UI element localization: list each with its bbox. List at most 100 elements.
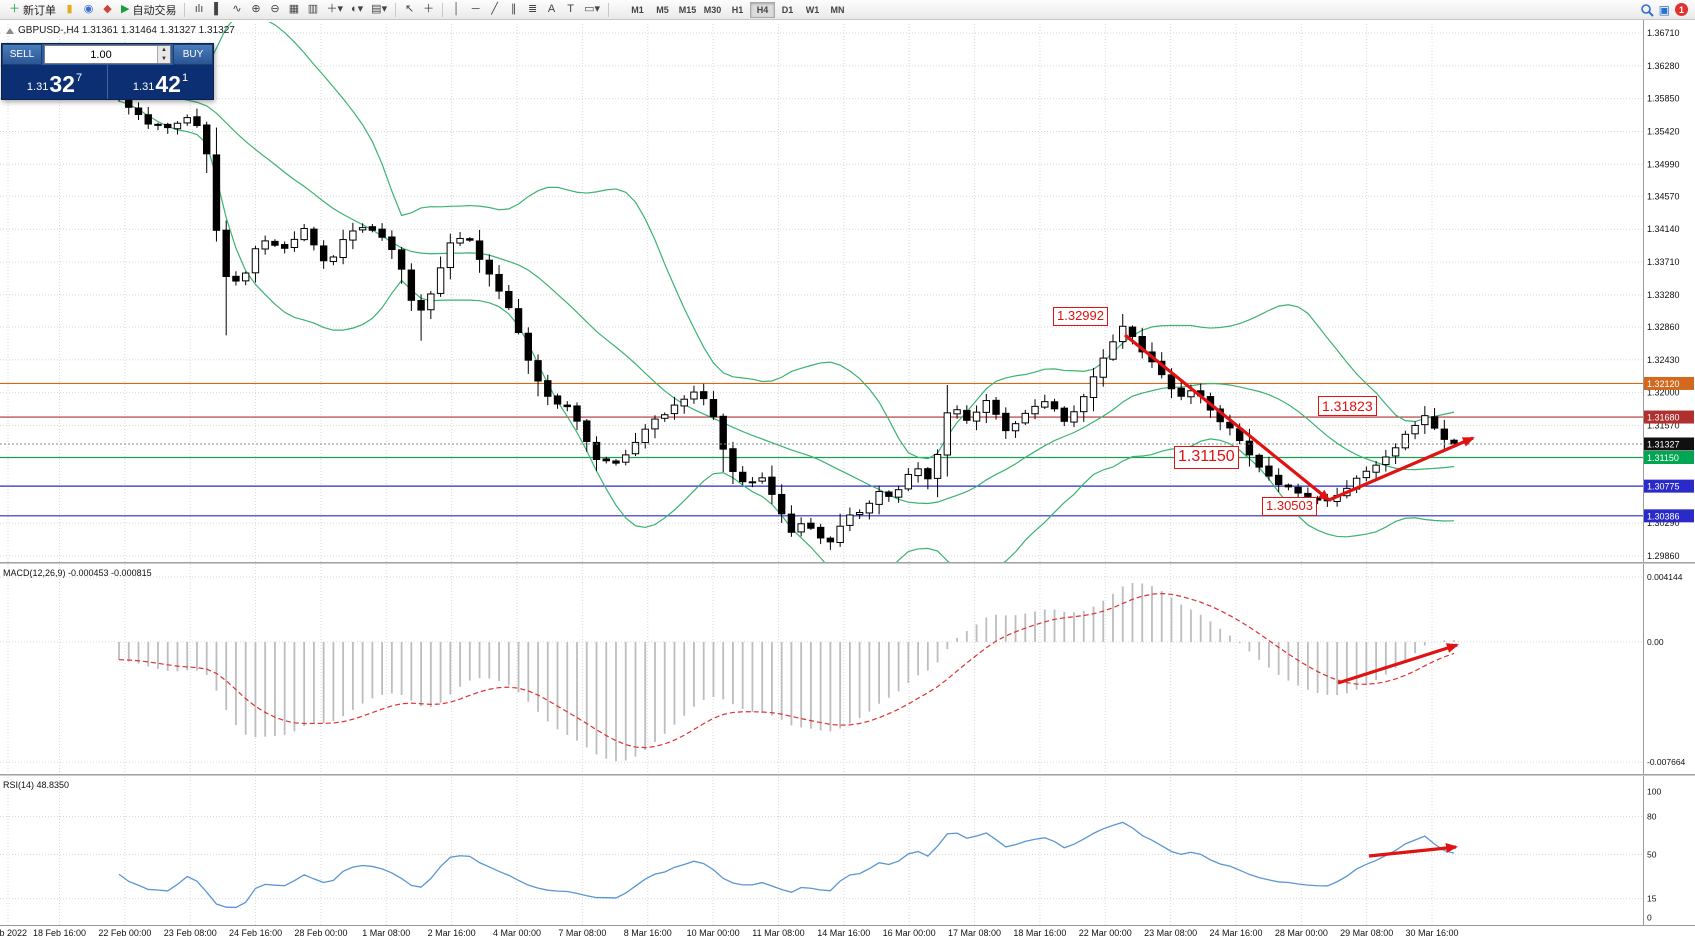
horizontal-levels[interactable] bbox=[0, 382, 1643, 517]
crosshair-icon[interactable]: ＋ bbox=[419, 1, 438, 18]
news-icon[interactable]: ◆ bbox=[98, 1, 117, 18]
main-toolbar: ＋新订单 ▮ ◉ ◆ ▶ 自动交易 ılı ▌ ∿ ⊕ ⊖ ▦ ▥ ＋▾ ◐▾ ▤▾ ↖ ＋ │ ─ ╱ ∥ ≣ A T ▭▾ M… bbox=[0, 0, 1695, 20]
timeframe-m15[interactable]: M15 bbox=[678, 4, 697, 15]
shapes-icon: ▭▾ bbox=[584, 3, 601, 15]
price-annotation[interactable]: 1.32992 bbox=[1053, 307, 1108, 326]
trend-arrow[interactable] bbox=[1368, 843, 1458, 858]
sell-price[interactable]: 1.31 32 7 bbox=[2, 65, 107, 99]
new-order-button[interactable]: ＋新订单 bbox=[5, 1, 60, 18]
tile-windows-icon: ▦ bbox=[288, 3, 300, 15]
timeframe-w1[interactable]: W1 bbox=[805, 4, 820, 15]
community-icon[interactable]: ▣ bbox=[1658, 2, 1670, 17]
channel-icon[interactable]: ∥ bbox=[504, 1, 523, 18]
svg-text:23 Mar 08:00: 23 Mar 08:00 bbox=[1144, 928, 1197, 938]
svg-text:1 Mar 08:00: 1 Mar 08:00 bbox=[362, 928, 410, 938]
svg-text:1.35850: 1.35850 bbox=[1647, 94, 1680, 104]
new-order-button-label: 新订单 bbox=[23, 4, 56, 17]
toolbar-separator bbox=[608, 2, 610, 17]
timeframe-mn[interactable]: MN bbox=[830, 4, 845, 15]
new-order-icon: ＋ bbox=[9, 3, 20, 15]
svg-text:1.34140: 1.34140 bbox=[1647, 224, 1680, 234]
profile-icon: ◉ bbox=[83, 3, 94, 15]
templates-dropdown[interactable]: ▤▾ bbox=[367, 1, 391, 18]
text-icon: A bbox=[547, 3, 556, 15]
trend-arrow[interactable] bbox=[1123, 333, 1331, 502]
volume-field[interactable]: 1.00 ▲ ▼ bbox=[44, 45, 171, 64]
tile-windows-icon[interactable]: ▦ bbox=[284, 1, 303, 18]
shapes-dropdown[interactable]: ▭▾ bbox=[580, 1, 604, 18]
deposit-icon[interactable]: ▮ bbox=[60, 1, 79, 18]
svg-text:18 Feb 16:00: 18 Feb 16:00 bbox=[33, 928, 86, 938]
svg-text:18 Mar 16:00: 18 Mar 16:00 bbox=[1013, 928, 1066, 938]
text-icon[interactable]: A bbox=[542, 1, 561, 18]
svg-text:1.29860: 1.29860 bbox=[1647, 551, 1680, 561]
one-click-panel-toggle-icon[interactable] bbox=[6, 28, 14, 34]
svg-text:4 Mar 00:00: 4 Mar 00:00 bbox=[493, 928, 541, 938]
label-icon: T bbox=[567, 3, 574, 15]
label-icon[interactable]: T bbox=[561, 1, 580, 18]
svg-text:1.31570: 1.31570 bbox=[1647, 420, 1680, 430]
trend-arrow[interactable] bbox=[1337, 643, 1459, 685]
volume-up-icon[interactable]: ▲ bbox=[161, 47, 167, 53]
search-icon[interactable] bbox=[1640, 3, 1654, 17]
svg-text:-0.007664: -0.007664 bbox=[1647, 757, 1686, 767]
timeframe-m5[interactable]: M5 bbox=[656, 4, 669, 15]
auto-arrange-icon[interactable]: ▥ bbox=[303, 1, 322, 18]
vertical-line-icon: │ bbox=[453, 3, 461, 15]
timeframe-h1[interactable]: H1 bbox=[731, 4, 744, 15]
zoom-in-icon[interactable]: ⊕ bbox=[246, 1, 265, 18]
fibonacci-icon[interactable]: ≣ bbox=[523, 1, 542, 18]
zoom-out-icon[interactable]: ⊖ bbox=[265, 1, 284, 18]
timeframe-h4[interactable]: H4 bbox=[750, 1, 776, 18]
profile-icon[interactable]: ◉ bbox=[79, 1, 98, 18]
panel-splitter[interactable] bbox=[0, 774, 1695, 776]
chart-title: GBPUSD-,H4 1.31361 1.31464 1.31327 1.313… bbox=[18, 25, 235, 36]
buy-button[interactable]: BUY bbox=[173, 44, 213, 65]
sell-price-big: 32 bbox=[49, 71, 75, 98]
svg-text:16 Mar 00:00: 16 Mar 00:00 bbox=[883, 928, 936, 938]
vertical-line-icon[interactable]: │ bbox=[447, 1, 466, 18]
trendline-icon[interactable]: ╱ bbox=[485, 1, 504, 18]
cursor-icon[interactable]: ↖ bbox=[400, 1, 419, 18]
panel-splitter[interactable] bbox=[0, 562, 1695, 564]
bar-chart-icon[interactable]: ılı bbox=[189, 1, 208, 18]
line-chart-icon[interactable]: ∿ bbox=[227, 1, 246, 18]
buy-price[interactable]: 1.31 42 1 bbox=[107, 65, 213, 99]
volume-down-icon[interactable]: ▼ bbox=[161, 55, 167, 62]
sell-button[interactable]: SELL bbox=[2, 44, 42, 65]
autotrade-button[interactable]: ▶ 自动交易 bbox=[117, 1, 180, 18]
rsi-panel bbox=[118, 821, 1455, 909]
notification-badge[interactable]: 1 bbox=[1675, 3, 1688, 16]
bar-chart-icon: ılı bbox=[194, 3, 204, 15]
new-chart-dropdown[interactable]: ＋▾ bbox=[322, 1, 347, 18]
price-annotation[interactable]: 1.30503 bbox=[1262, 497, 1317, 516]
svg-text:1.32430: 1.32430 bbox=[1647, 355, 1680, 365]
candlestick-icon[interactable]: ▌ bbox=[208, 1, 227, 18]
svg-text:80: 80 bbox=[1647, 812, 1657, 822]
price-annotation[interactable]: 1.31823 bbox=[1318, 396, 1377, 417]
svg-text:24 Mar 16:00: 24 Mar 16:00 bbox=[1209, 928, 1262, 938]
svg-text:28 Feb 00:00: 28 Feb 00:00 bbox=[294, 928, 347, 938]
svg-text:7 Mar 08:00: 7 Mar 08:00 bbox=[558, 928, 606, 938]
svg-text:1.32860: 1.32860 bbox=[1647, 322, 1680, 332]
zoom-in-icon: ⊕ bbox=[251, 3, 261, 15]
sell-price-small: 1.31 bbox=[26, 81, 49, 93]
price-annotation[interactable]: 1.31150 bbox=[1174, 446, 1239, 469]
svg-text:1.30290: 1.30290 bbox=[1647, 518, 1680, 528]
svg-text:1.30386: 1.30386 bbox=[1647, 511, 1680, 521]
trend-arrows[interactable] bbox=[1123, 333, 1475, 858]
svg-text:14 Mar 16:00: 14 Mar 16:00 bbox=[817, 928, 870, 938]
svg-text:1.34570: 1.34570 bbox=[1647, 191, 1680, 201]
timeframe-m1[interactable]: M1 bbox=[631, 4, 644, 15]
trend-arrow[interactable] bbox=[1328, 436, 1475, 502]
periods-dropdown[interactable]: ◐▾ bbox=[347, 1, 367, 18]
timeframe-m30[interactable]: M30 bbox=[703, 4, 722, 15]
horizontal-line-icon[interactable]: ─ bbox=[466, 1, 485, 18]
macd-panel bbox=[118, 583, 1455, 762]
volume-value[interactable]: 1.00 bbox=[90, 48, 112, 61]
svg-text:1.32120: 1.32120 bbox=[1647, 379, 1680, 389]
timeframe-d1[interactable]: D1 bbox=[781, 4, 794, 15]
svg-text:28 Mar 00:00: 28 Mar 00:00 bbox=[1275, 928, 1328, 938]
